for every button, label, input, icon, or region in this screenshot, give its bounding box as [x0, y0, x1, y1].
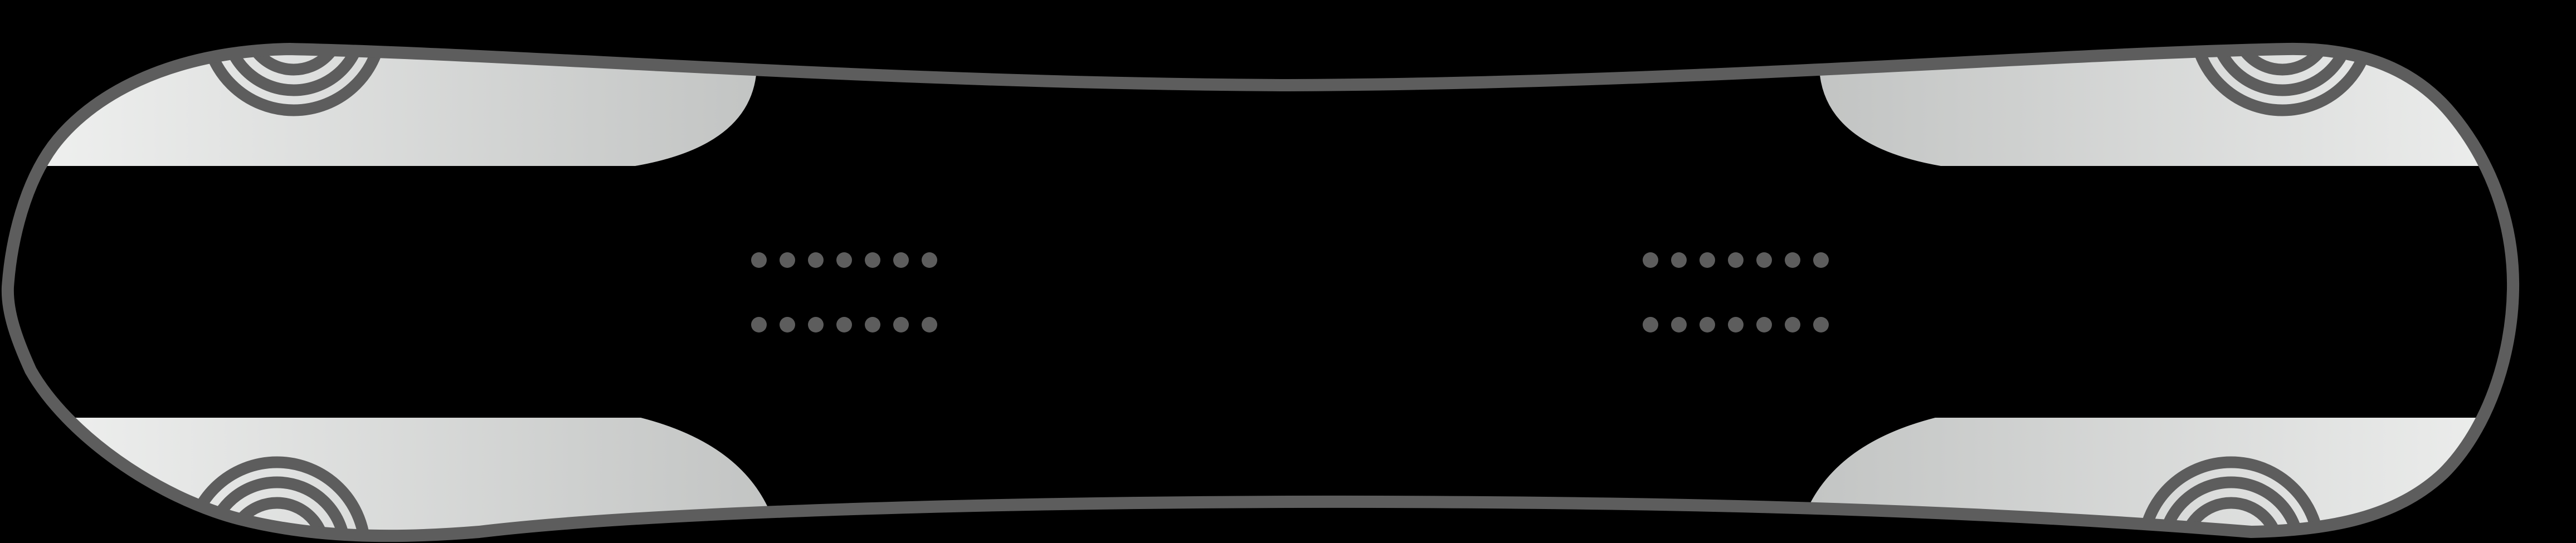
- board-outline: [1, 42, 2520, 542]
- binding-inserts-right: [1643, 252, 1829, 332]
- board-topsheet: [7, 48, 2514, 536]
- insert-hole: [1785, 252, 1800, 268]
- woodgrain-rings-top-right: [2188, 48, 2377, 116]
- insert-hole: [1671, 317, 1687, 332]
- woodgrain-ring: [240, 48, 347, 76]
- insert-hole: [751, 317, 767, 332]
- woodgrain-ring: [2157, 476, 2305, 536]
- insert-hole: [836, 317, 852, 332]
- woodgrain-ring: [2229, 48, 2336, 76]
- woodgrain-ring: [199, 48, 388, 116]
- insert-hole: [865, 252, 880, 268]
- insert-hole: [1700, 252, 1715, 268]
- insert-hole: [1643, 252, 1658, 268]
- insert-hole: [865, 317, 880, 332]
- insert-hole: [808, 252, 824, 268]
- woodgrain-ring: [2137, 456, 2325, 536]
- insert-hole: [1643, 317, 1658, 332]
- insert-hole: [922, 317, 937, 332]
- insert-hole: [836, 252, 852, 268]
- insert-hole: [1785, 317, 1800, 332]
- woodgrain-ring: [2208, 48, 2356, 96]
- insert-hole: [1728, 317, 1744, 332]
- woodgrain-ring: [183, 456, 371, 536]
- woodgrain-ring: [220, 48, 368, 96]
- woodgrain-rings-bottom-left: [183, 456, 371, 536]
- insert-hole: [1813, 317, 1829, 332]
- insert-hole: [1756, 252, 1772, 268]
- insert-hole: [1756, 317, 1772, 332]
- insert-hole: [780, 317, 795, 332]
- woodgrain-rings-bottom-right: [2137, 456, 2325, 536]
- binding-inserts-left: [751, 252, 937, 332]
- insert-hole: [1671, 252, 1687, 268]
- insert-hole: [893, 317, 909, 332]
- tip-woodgrain-patch-top-left: [7, 48, 759, 166]
- insert-hole: [1700, 317, 1715, 332]
- woodgrain-ring: [2188, 48, 2377, 116]
- insert-hole: [1813, 252, 1829, 268]
- insert-hole: [1728, 252, 1744, 268]
- woodgrain-ring: [2178, 497, 2285, 536]
- woodgrain-ring: [203, 476, 351, 536]
- insert-hole: [922, 252, 937, 268]
- woodgrain-rings-top-left: [199, 48, 388, 116]
- woodgrain-ring: [223, 497, 330, 536]
- insert-hole: [893, 252, 909, 268]
- insert-hole: [751, 252, 767, 268]
- insert-hole: [808, 317, 824, 332]
- tip-woodgrain-patch-top-right: [1817, 48, 2514, 166]
- insert-hole: [780, 252, 795, 268]
